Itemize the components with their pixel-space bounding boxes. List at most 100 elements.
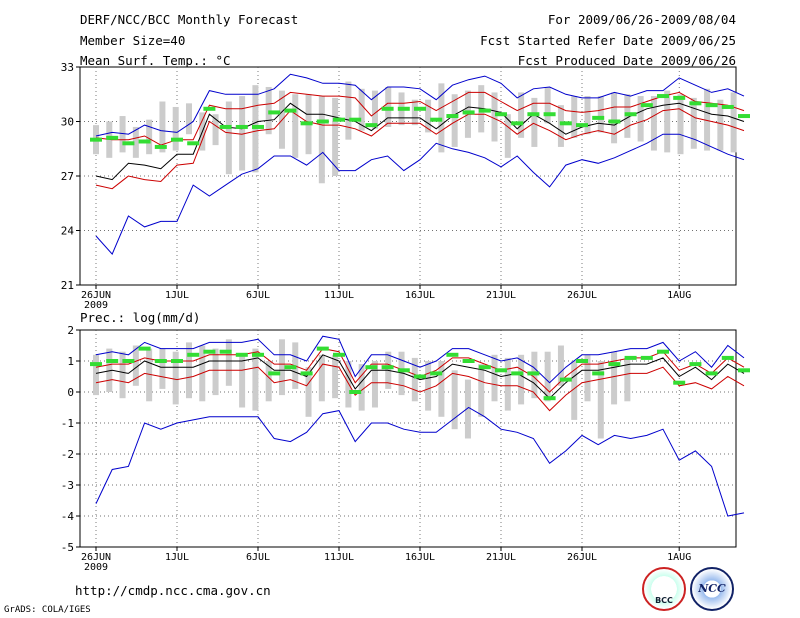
spread-box: [106, 348, 113, 392]
series-line-min: [95, 406, 745, 517]
spread-box: [185, 342, 192, 399]
x-tick-label: 26JUL: [567, 290, 597, 301]
spread-box: [225, 339, 232, 386]
spread-box: [172, 351, 179, 405]
series-line-mean: [95, 354, 745, 399]
spread-box: [332, 354, 339, 399]
grads-credit: GrADS: COLA/IGES: [4, 605, 91, 615]
y-tick-label: 27: [61, 170, 74, 183]
x-tick-label: 26JUN: [81, 290, 111, 301]
series-line-max: [95, 335, 745, 384]
x-tick-label: 21JUL: [486, 552, 516, 563]
y-tick-label: 30: [61, 116, 74, 129]
spread-box: [451, 370, 458, 430]
box-series: [93, 339, 631, 439]
panel1-variable-label: Mean Surf. Temp.: °C: [80, 53, 231, 68]
spread-box: [730, 92, 737, 153]
spread-box: [677, 94, 684, 155]
y-tick-label: -4: [61, 510, 75, 523]
header-right: For 2009/06/26-2009/08/04 Fcst Started R…: [480, 12, 736, 74]
x-tick-label: 21JUL: [486, 290, 516, 301]
y-tick-label: -2: [61, 448, 74, 461]
spread-box: [345, 81, 352, 140]
spread-box: [624, 357, 631, 402]
spread-box: [159, 348, 166, 389]
spread-box: [411, 99, 418, 126]
spread-box: [185, 103, 192, 135]
x-tick-label: 26JUN: [81, 552, 111, 563]
spread-box: [212, 348, 219, 396]
spread-box: [531, 97, 538, 147]
year-label: 2009: [84, 562, 108, 573]
spread-box: [305, 367, 312, 417]
spread-box: [225, 101, 232, 175]
y-tick-label: -5: [61, 541, 74, 554]
spread-box: [597, 96, 604, 133]
spread-box: [119, 351, 126, 399]
y-tick-label: -3: [61, 479, 74, 492]
panel-1: 21 24 27 30 33 26JUN 1JUL 6JUL 11JUL 16JUL 21JUL 26…: [61, 61, 750, 311]
year-label: 2009: [84, 300, 108, 311]
y-tick-label: 2: [67, 324, 74, 337]
spread-box: [650, 96, 657, 151]
series-line-min: [95, 133, 745, 256]
spread-box: [318, 354, 325, 402]
spread-box: [252, 348, 259, 411]
spread-box: [518, 92, 525, 138]
spread-box: [239, 354, 246, 408]
header-left: DERF/NCC/BCC Monthly Forecast Member Siz…: [80, 12, 298, 74]
x-tick-label: 16JUL: [405, 552, 435, 563]
median-markers: [90, 346, 750, 401]
spread-box: [278, 339, 285, 396]
median-markers: [90, 94, 750, 149]
bcc-logo-icon: BCC: [642, 567, 686, 611]
spread-box: [584, 354, 591, 402]
spread-box: [132, 126, 139, 158]
spread-box: [518, 354, 525, 405]
ncc-logo-icon: NCC: [690, 567, 734, 611]
spread-box: [571, 96, 578, 138]
spread-box: [292, 94, 299, 158]
spread-box: [557, 105, 564, 147]
x-tick-label: 11JUL: [324, 290, 354, 301]
x-tick-label: 1JUL: [165, 552, 189, 563]
spread-box: [332, 97, 339, 176]
source-url[interactable]: http://cmdp.ncc.cma.gov.cn: [75, 583, 271, 598]
spread-box: [690, 97, 697, 149]
spread-box: [172, 106, 179, 151]
series-line-max: [95, 73, 745, 137]
forecast-title: DERF/NCC/BCC Monthly Forecast: [80, 12, 299, 27]
forecast-period: For 2009/06/26-2009/08/04: [547, 12, 736, 27]
spread-box: [504, 357, 511, 411]
spread-box: [504, 114, 511, 158]
series-line-upper: [95, 91, 745, 146]
spread-box: [119, 116, 126, 153]
spread-box: [425, 99, 432, 133]
spread-box: [239, 96, 246, 171]
x-tick-label: 1AUG: [667, 290, 691, 301]
spread-box: [571, 361, 578, 420]
ncc-logo-text: NCC: [698, 582, 726, 595]
x-tick-label: 1AUG: [667, 552, 691, 563]
spread-box: [146, 119, 153, 155]
y-tick-label: -1: [61, 417, 74, 430]
spread-box: [637, 96, 644, 142]
spread-box: [584, 96, 591, 135]
x-tick-label: 16JUL: [405, 290, 435, 301]
spread-box: [425, 361, 432, 411]
spread-box: [438, 361, 445, 417]
spread-box: [93, 354, 99, 396]
spread-box: [597, 361, 604, 439]
x-tick-label: 6JUL: [246, 552, 270, 563]
y-tick-label: 24: [61, 225, 75, 238]
box-series: [93, 81, 737, 184]
spread-box: [664, 90, 671, 153]
y-tick-label: 33: [61, 61, 74, 74]
spread-box: [265, 361, 272, 402]
forecast-produced-date: Fcst Produced Date 2009/06/26: [517, 53, 736, 68]
member-size: Member Size=40: [80, 32, 186, 48]
spread-box: [358, 364, 365, 411]
series-line-lower: [95, 108, 745, 190]
spread-box: [358, 88, 365, 131]
